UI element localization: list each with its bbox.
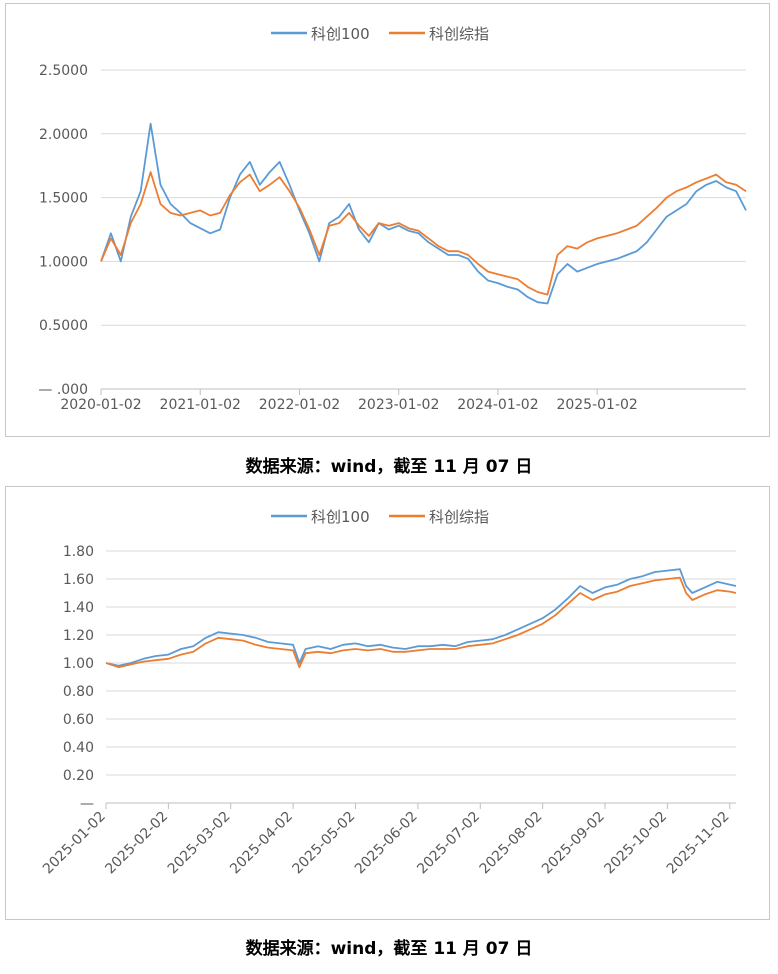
x-tick-label: 2025-08-02 (477, 809, 546, 878)
series-line-kechuang100 (100, 122, 747, 305)
x-tick-label: 2020-01-02 (60, 397, 141, 413)
line-chart-full-period: 2.5000 2.0000 1.5000 1.0000 0.5000 — .0002020… (38, 25, 747, 413)
y-tick-label: 1.40 (63, 600, 94, 616)
chart-panel-2025: 1.80 1.60 1.40 1.20 1.00 0.80 0.60 0.40 0.20—202… (5, 486, 770, 920)
y-tick-label: 2.5000 (39, 63, 88, 79)
x-tick-label: 2025-01-02 (556, 397, 637, 413)
x-tick-label: 2025-09-02 (539, 809, 608, 878)
source-caption: 数据来源：wind，截至 11 月 07 日 (245, 457, 533, 477)
y-tick-label: 0.40 (63, 740, 94, 756)
legend-label: 科创100 (311, 25, 370, 43)
x-tick-label: 2025-05-02 (289, 809, 358, 878)
y-tick-label: — .000 (38, 382, 88, 398)
x-tick-label: 2025-11-02 (664, 809, 733, 878)
source-caption: 数据来源：wind，截至 11 月 07 日 (245, 939, 533, 959)
y-tick-label: 1.20 (63, 628, 94, 644)
x-tick-label: 2021-01-02 (160, 397, 241, 413)
legend-label: 科创100 (311, 508, 370, 526)
legend-label: 科创综指 (429, 508, 489, 526)
y-tick-label: 1.5000 (39, 191, 88, 207)
x-tick-label: 2025-06-02 (352, 809, 421, 878)
x-tick-label: 2025-03-02 (165, 809, 234, 878)
legend-label: 科创综指 (429, 25, 489, 43)
chart-panel-full-period: 2.5000 2.0000 1.5000 1.0000 0.5000 — .000 2020… (5, 3, 770, 437)
x-tick-label: 2025-01-02 (40, 809, 109, 878)
series-line-kechuang-composite (105, 576, 737, 669)
series-line-kechuang100 (105, 568, 737, 667)
x-tick-label: 2023-01-02 (358, 397, 439, 413)
y-tick-label: 2.0000 (39, 127, 88, 143)
y-tick-label: — (80, 796, 94, 812)
y-tick-label: 1.0000 (39, 254, 88, 270)
x-tick-label: 2025-02-02 (102, 809, 171, 878)
x-tick-label: 2022-01-02 (259, 397, 340, 413)
y-tick-label: 1.60 (63, 572, 94, 588)
x-tick-label: 2025-10-02 (601, 809, 670, 878)
line-chart-2025: 1.801.601.401.201.000.800.600.400.20—202… (40, 508, 737, 878)
y-tick-label: 1.00 (63, 656, 94, 672)
y-tick-label: 0.60 (63, 712, 94, 728)
series-line-kechuang-composite (100, 171, 747, 296)
x-tick-label: 2024-01-02 (457, 397, 538, 413)
y-tick-label: 1.80 (63, 544, 94, 560)
x-tick-label: 2025-07-02 (414, 809, 483, 878)
y-tick-label: 0.5000 (39, 318, 88, 334)
x-tick-label: 2025-04-02 (227, 809, 296, 878)
y-tick-label: 0.80 (63, 684, 94, 700)
y-tick-label: 0.20 (63, 768, 94, 784)
